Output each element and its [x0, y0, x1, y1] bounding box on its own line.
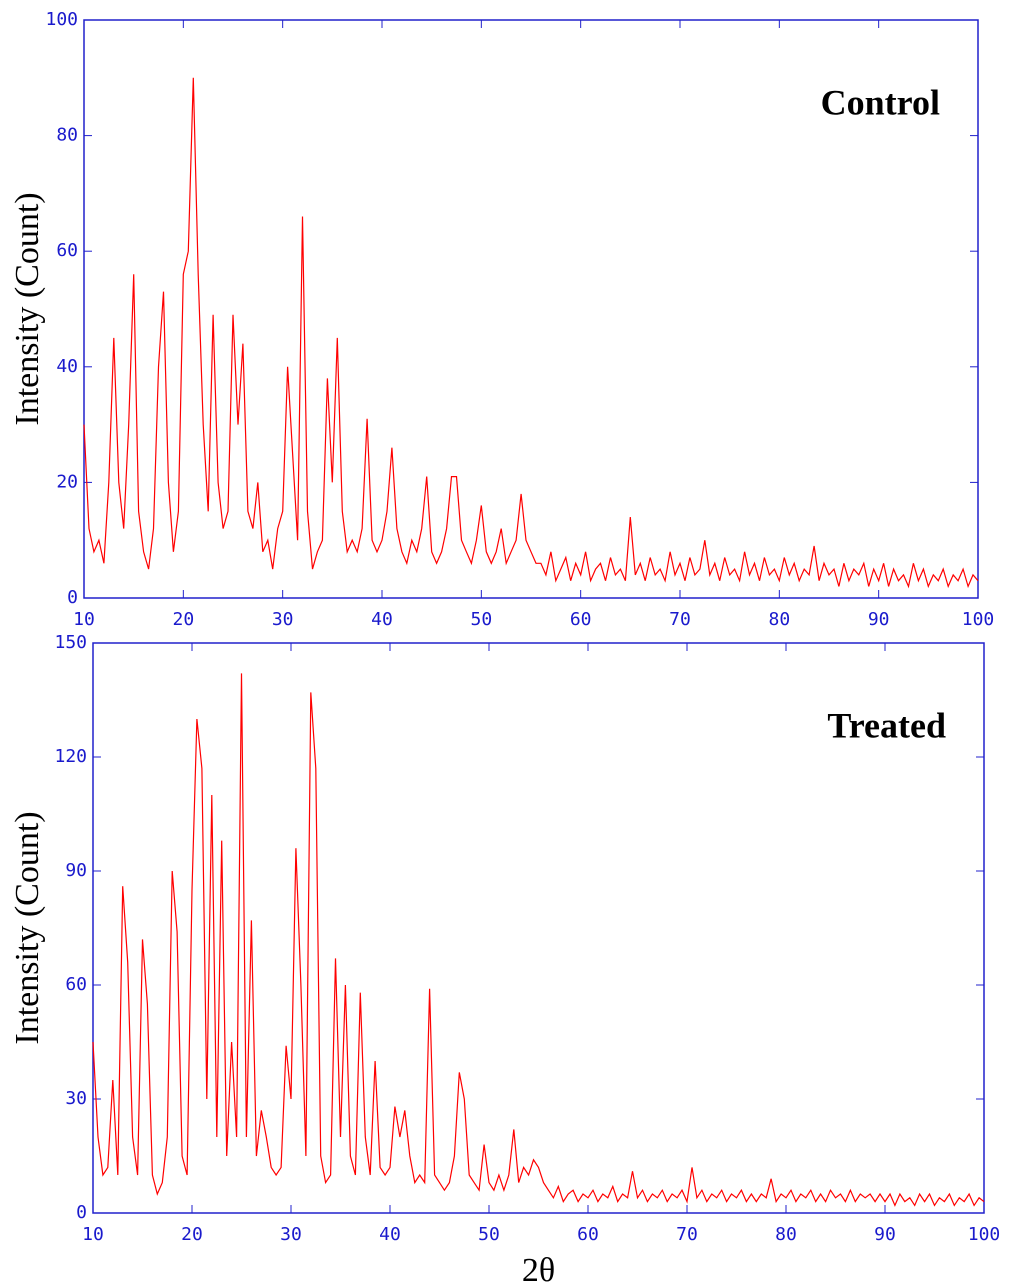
data-line: [83, 77, 979, 589]
y-tick-label: 80: [56, 125, 78, 146]
y-axis-label: Intensity (Count): [9, 192, 46, 425]
data-line: [92, 673, 985, 1207]
x-tick-label: 70: [676, 1224, 698, 1245]
x-tick-label: 50: [470, 609, 492, 630]
x-tick-label: 60: [577, 1224, 599, 1245]
x-tick-label: 80: [768, 609, 790, 630]
y-tick-label: 40: [56, 356, 78, 377]
y-tick-label: 120: [54, 746, 87, 767]
x-tick-label: 100: [968, 1224, 1001, 1245]
y-tick-label: 60: [65, 974, 87, 995]
panel-title: Control: [821, 82, 940, 122]
plot-frame: [92, 642, 985, 1214]
y-tick-label: 90: [65, 860, 87, 881]
x-tick-label: 40: [371, 609, 393, 630]
x-tick-label: 20: [181, 1224, 203, 1245]
x-tick-label: 30: [272, 609, 294, 630]
x-tick-label: 60: [570, 609, 592, 630]
x-tick-label: 100: [962, 609, 995, 630]
x-tick-label: 50: [478, 1224, 500, 1245]
x-tick-label: 30: [280, 1224, 302, 1245]
y-tick-label: 0: [67, 587, 78, 608]
y-tick-label: 30: [65, 1088, 87, 1109]
y-tick-label: 100: [45, 9, 78, 30]
x-tick-label: 40: [379, 1224, 401, 1245]
y-tick-label: 0: [76, 1202, 87, 1223]
y-tick-label: 20: [56, 471, 78, 492]
x-tick-label: 20: [172, 609, 194, 630]
x-tick-label: 80: [775, 1224, 797, 1245]
x-tick-label: 90: [874, 1224, 896, 1245]
y-tick-label: 60: [56, 240, 78, 261]
y-axis-label: Intensity (Count): [9, 811, 46, 1044]
x-tick-label: 10: [73, 609, 95, 630]
y-tick-label: 150: [54, 632, 87, 653]
x-axis-label: 2θ: [522, 1252, 555, 1288]
x-tick-label: 90: [868, 609, 890, 630]
plot-frame: [83, 19, 979, 599]
x-tick-label: 10: [82, 1224, 104, 1245]
panel-title: Treated: [827, 705, 946, 745]
x-tick-label: 70: [669, 609, 691, 630]
